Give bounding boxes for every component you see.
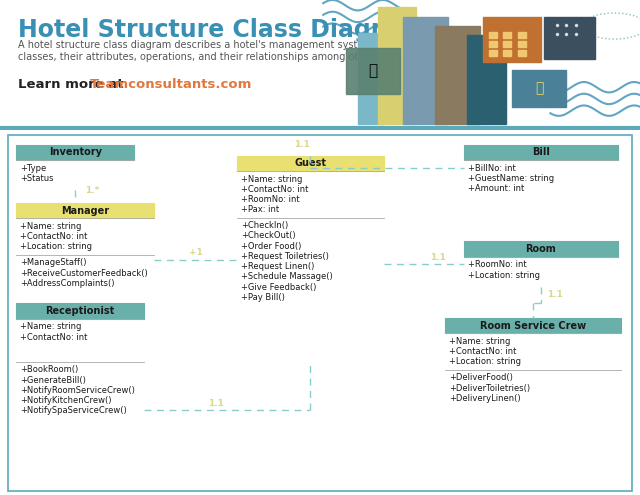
Text: +DeliverToiletries(): +DeliverToiletries(): [449, 384, 531, 393]
Bar: [403, 17, 448, 124]
Bar: [504, 32, 511, 38]
Text: 1.1: 1.1: [208, 399, 224, 408]
Text: +DeliveryLinen(): +DeliveryLinen(): [449, 394, 521, 403]
Bar: [346, 48, 400, 94]
Text: +BookRoom(): +BookRoom(): [20, 365, 79, 374]
Text: +Location: string: +Location: string: [20, 243, 93, 251]
Text: +BillNo: int: +BillNo: int: [468, 164, 516, 173]
Text: +1: +1: [189, 248, 203, 257]
Bar: [445, 318, 621, 334]
Text: 🛎: 🛎: [368, 63, 378, 78]
Bar: [483, 17, 541, 62]
Text: +NotifyRoomServiceCrew(): +NotifyRoomServiceCrew(): [20, 386, 135, 395]
Text: +Status: +Status: [20, 174, 54, 183]
Bar: [237, 156, 384, 171]
Bar: [464, 145, 618, 160]
Bar: [16, 303, 144, 351]
Bar: [504, 41, 511, 47]
Bar: [512, 70, 566, 107]
Bar: [464, 242, 618, 257]
Text: +ManageStaff(): +ManageStaff(): [20, 258, 87, 267]
Text: 1.*: 1.*: [85, 186, 99, 195]
Bar: [358, 33, 384, 124]
Bar: [489, 50, 497, 56]
Text: 1.1: 1.1: [547, 290, 563, 299]
Text: +ContactNo: int: +ContactNo: int: [449, 347, 516, 356]
Text: +Pax: int: +Pax: int: [241, 205, 280, 214]
Text: +Schedule Massage(): +Schedule Massage(): [241, 272, 333, 281]
Text: 1.1: 1.1: [294, 140, 310, 148]
Text: 1.1: 1.1: [430, 253, 446, 262]
Bar: [518, 50, 526, 56]
Text: +RoomNo: int: +RoomNo: int: [468, 260, 527, 269]
Bar: [237, 156, 384, 364]
Text: 👤: 👤: [535, 82, 543, 96]
Bar: [467, 35, 506, 124]
Text: Inventory: Inventory: [49, 148, 102, 157]
Text: +Name: string: +Name: string: [20, 322, 82, 331]
Text: +Request Toiletries(): +Request Toiletries(): [241, 252, 329, 261]
Text: +ContactNo: int: +ContactNo: int: [241, 185, 308, 194]
Text: +RoomNo: int: +RoomNo: int: [241, 195, 300, 204]
Text: +Name: string: +Name: string: [241, 175, 303, 184]
Text: +ContactNo: int: +ContactNo: int: [20, 333, 88, 342]
Text: +Name: string: +Name: string: [449, 337, 511, 346]
Text: +Location: string: +Location: string: [468, 270, 540, 280]
Text: +NotifySpaServiceCrew(): +NotifySpaServiceCrew(): [20, 406, 127, 415]
Bar: [16, 145, 134, 160]
Text: +Request Linen(): +Request Linen(): [241, 262, 315, 271]
Text: Bill: Bill: [532, 148, 550, 157]
Text: Receptionist: Receptionist: [45, 306, 115, 316]
Bar: [16, 303, 144, 319]
Bar: [435, 26, 480, 124]
Text: +AddressComplaints(): +AddressComplaints(): [20, 279, 115, 288]
Text: Room: Room: [525, 244, 556, 254]
Text: +DeliverFood(): +DeliverFood(): [449, 373, 513, 383]
Text: Teamconsultants.com: Teamconsultants.com: [90, 78, 252, 91]
Text: Hotel Structure Class Diagram: Hotel Structure Class Diagram: [18, 18, 423, 42]
Bar: [504, 50, 511, 56]
Bar: [378, 6, 416, 124]
Bar: [16, 203, 154, 293]
Bar: [445, 318, 621, 426]
Text: Manager: Manager: [61, 206, 109, 216]
Text: +CheckIn(): +CheckIn(): [241, 221, 289, 230]
Bar: [518, 32, 526, 38]
Bar: [464, 145, 618, 192]
Bar: [464, 242, 618, 287]
Text: Learn more at: Learn more at: [18, 78, 128, 91]
Bar: [518, 41, 526, 47]
Text: +Give Feedback(): +Give Feedback(): [241, 283, 317, 292]
Bar: [16, 362, 144, 458]
Bar: [16, 203, 154, 218]
Text: +Order Food(): +Order Food(): [241, 242, 301, 250]
Bar: [16, 145, 134, 191]
Text: +Name: string: +Name: string: [20, 222, 82, 231]
Bar: [489, 41, 497, 47]
Text: +Pay Bill(): +Pay Bill(): [241, 293, 285, 302]
Text: +ReceiveCustomerFeedback(): +ReceiveCustomerFeedback(): [20, 269, 148, 278]
Text: Guest: Guest: [294, 158, 326, 168]
Bar: [489, 32, 497, 38]
Text: +Location: string: +Location: string: [449, 357, 521, 366]
Bar: [544, 17, 595, 58]
Text: +GenerateBill(): +GenerateBill(): [20, 376, 86, 385]
Text: +Type: +Type: [20, 164, 47, 173]
Text: Room Service Crew: Room Service Crew: [480, 321, 586, 331]
Text: +CheckOut(): +CheckOut(): [241, 232, 296, 241]
Text: A hotel structure class diagram describes a hotel's management system
classes, t: A hotel structure class diagram describe…: [18, 40, 387, 62]
Text: +NotifyKitchenCrew(): +NotifyKitchenCrew(): [20, 396, 112, 405]
Text: +ContactNo: int: +ContactNo: int: [20, 232, 88, 241]
Text: +Amount: int: +Amount: int: [468, 184, 525, 193]
Text: +GuestName: string: +GuestName: string: [468, 174, 555, 183]
